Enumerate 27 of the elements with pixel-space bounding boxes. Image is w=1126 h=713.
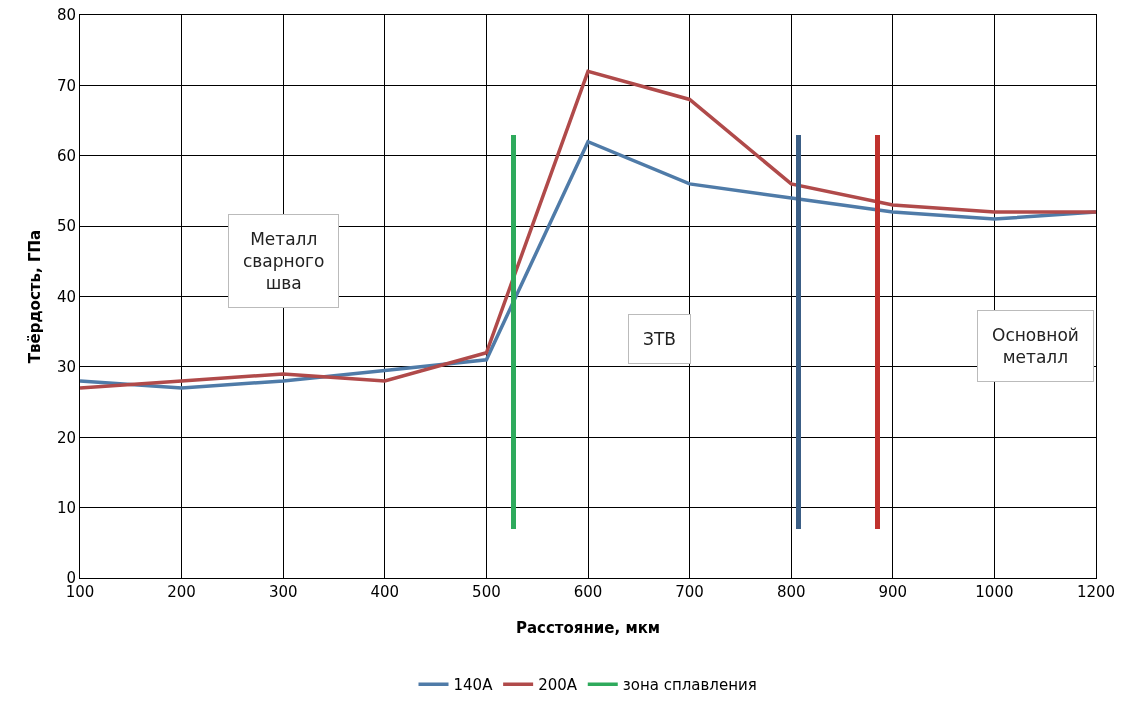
- x-tick-label: 500: [472, 583, 501, 601]
- annotation: Металл сварного шва: [243, 229, 325, 294]
- y-tick-label: 40: [56, 287, 76, 306]
- y-tick-label: 30: [56, 358, 76, 377]
- y-tick-label: 50: [56, 217, 76, 236]
- x-tick-label: 900: [878, 583, 908, 601]
- x-tick-label: 1000: [975, 583, 1014, 601]
- y-tick-label: 70: [56, 76, 76, 95]
- x-tick-label: 1200: [1076, 583, 1116, 601]
- annotation: ЗТВ: [643, 329, 676, 349]
- x-tick-label: 800: [776, 583, 806, 601]
- x-tick-label: 600: [573, 583, 603, 601]
- y-tick-label: 60: [56, 147, 76, 165]
- x-tick-label: 700: [675, 583, 704, 601]
- y-tick-label: 80: [56, 6, 76, 25]
- x-tick-label: 300: [268, 583, 298, 601]
- y-tick-label: 10: [56, 498, 76, 517]
- x-axis-title: Расстояние, мкм: [515, 619, 661, 637]
- legend-label: 140A: [453, 676, 494, 695]
- x-tick-label: 200: [167, 583, 196, 601]
- y-axis-title: Твёрдость, ГПа: [26, 229, 44, 364]
- legend-label: зона сплавления: [622, 676, 757, 695]
- y-tick-label: 20: [56, 428, 76, 447]
- legend-label: 200A: [538, 676, 578, 695]
- line-series: [80, 69, 1096, 390]
- x-tick-label: 400: [370, 583, 400, 601]
- annotation: Основной металл: [992, 325, 1079, 368]
